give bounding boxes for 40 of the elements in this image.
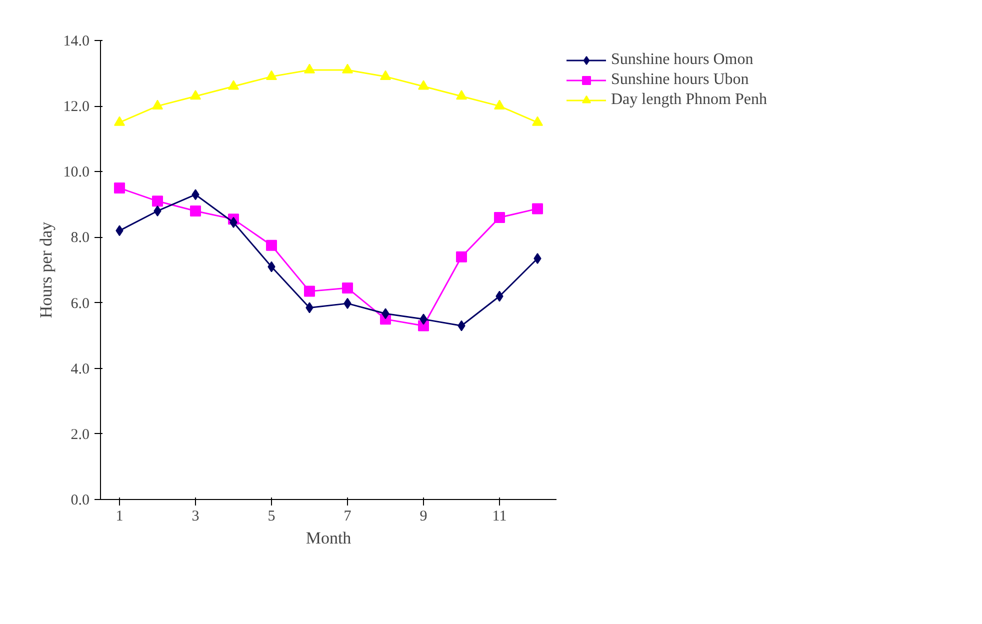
point (494, 100, 505, 110)
point (266, 70, 277, 80)
x-tick-label: 11 (492, 508, 507, 524)
legend-label: Sunshine hours Ubon (611, 71, 749, 89)
y-tick-label: 0.0 (70, 492, 90, 508)
point (152, 100, 163, 110)
x-axis-title: Month (306, 528, 352, 548)
point (190, 90, 201, 100)
y-tick-label: 14.0 (63, 34, 90, 50)
legend-label: Day length Phnom Penh (611, 91, 767, 109)
point (418, 80, 429, 90)
x-tick-label: 5 (268, 508, 276, 524)
point (456, 90, 467, 100)
point (494, 212, 505, 224)
point (152, 196, 163, 207)
point (228, 80, 239, 90)
x-tick-label: 1 (116, 508, 124, 524)
x-tick-label: 7 (344, 508, 352, 524)
point (304, 286, 315, 297)
point (114, 116, 125, 126)
y-tick-label: 8.0 (70, 230, 90, 246)
y-tick-label: 10.0 (63, 164, 90, 181)
legend-label: Sunshine hours Omon (611, 51, 754, 69)
point (266, 240, 277, 251)
point (342, 282, 353, 294)
x-tick-label: 9 (420, 508, 428, 524)
point (342, 64, 353, 74)
point (532, 116, 543, 126)
y-tick-label: 12.0 (63, 99, 90, 116)
point (380, 70, 391, 80)
y-tick-label: 6.0 (70, 296, 90, 312)
y-tick-label: 2.0 (70, 426, 90, 443)
x-tick-label: 3 (192, 508, 200, 524)
point (532, 203, 543, 214)
y-tick-label: 4.0 (70, 361, 90, 378)
y-axis-title: Hours per day (36, 221, 56, 318)
point (304, 64, 315, 74)
point (114, 182, 125, 194)
point (456, 251, 467, 262)
point (190, 205, 201, 216)
